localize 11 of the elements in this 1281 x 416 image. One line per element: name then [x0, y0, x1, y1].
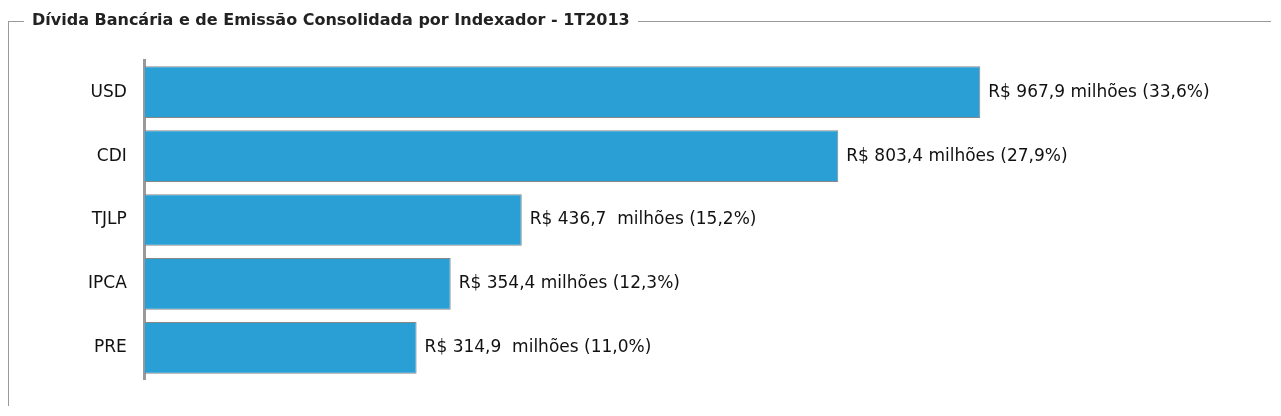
data-label: R$ 803,4 milhões (27,9%) — [846, 144, 1068, 165]
chart-title: Dívida Bancária e de Emissão Consolidada por Indexador - 1T2013 — [24, 10, 638, 29]
data-label: R$ 354,4 milhões (12,3%) — [458, 272, 680, 293]
y-tick-label: IPCA — [88, 272, 128, 293]
data-label: R$ 967,9 milhões (33,6%) — [988, 80, 1210, 101]
y-tick-label: TJLP — [90, 208, 127, 229]
y-tick-label: USD — [90, 80, 127, 101]
y-tick-label: CDI — [96, 144, 127, 165]
data-label: R$ 436,7 milhões (15,2%) — [529, 208, 757, 229]
data-label: R$ 314,9 milhões (11,0%) — [424, 336, 652, 357]
y-tick-label: PRE — [93, 336, 127, 357]
